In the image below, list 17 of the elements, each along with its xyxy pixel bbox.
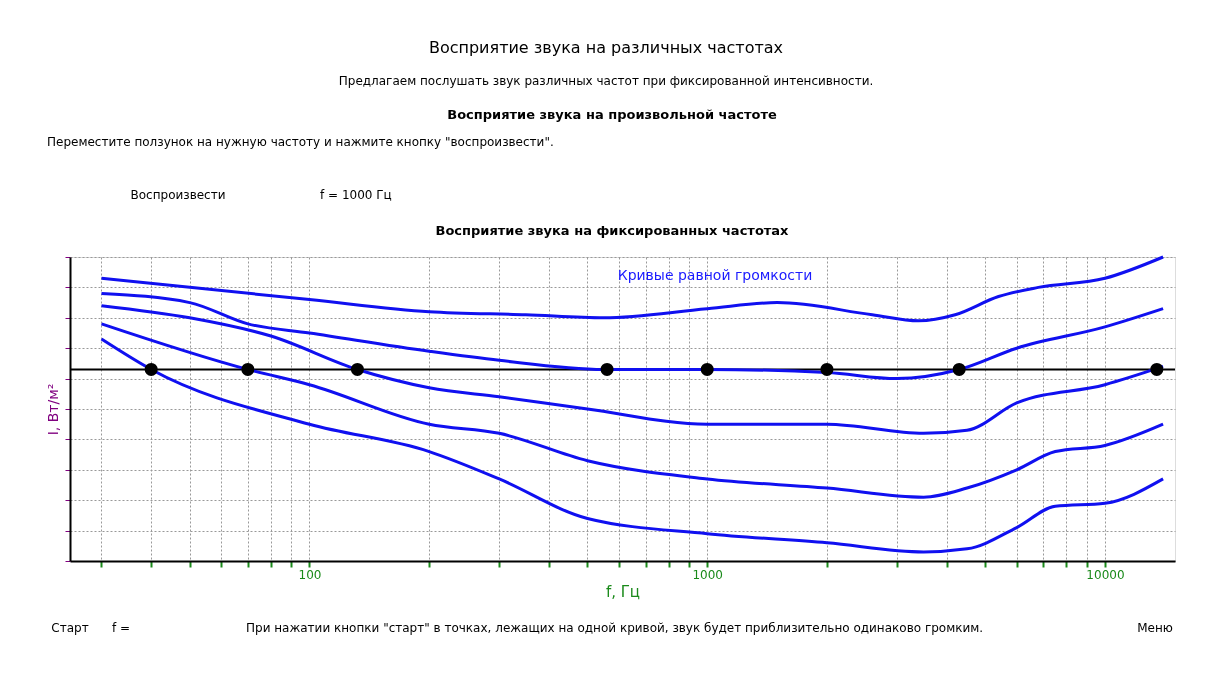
text: Восприятие звука на произвольной частоте <box>447 107 777 122</box>
text: При нажатии кнопки "старт" в точках, лежащих на одной кривой, звук будет приблизительно одинаково громким. <box>246 621 984 635</box>
text: Старт <box>51 621 89 635</box>
text: f = 1000 Гц <box>320 188 392 202</box>
text: Воспроизвести <box>130 188 226 202</box>
y-axis-title: I, Вт/м² <box>45 383 61 436</box>
text: Восприятие звука на фиксированных частотах <box>435 223 790 238</box>
x-tick-label: 100 <box>298 567 322 582</box>
text: Переместите ползунок на нужную частоту и нажмите кнопку "воспроизвести". <box>47 135 554 149</box>
text: Меню <box>1137 621 1173 635</box>
chart-subtitle: Предлагаем послушать звук различных частот при фиксированной интенсивности. <box>338 74 874 88</box>
chart-title: Восприятие звука на различных частотах <box>428 38 784 57</box>
x-tick-label: 1000 <box>692 567 723 582</box>
x-axis-title: f, Гц <box>605 582 641 601</box>
text: f = <box>112 621 131 635</box>
annotation: Кривые равной громкости <box>617 267 813 283</box>
x-tick-label: 10000 <box>1086 567 1125 582</box>
